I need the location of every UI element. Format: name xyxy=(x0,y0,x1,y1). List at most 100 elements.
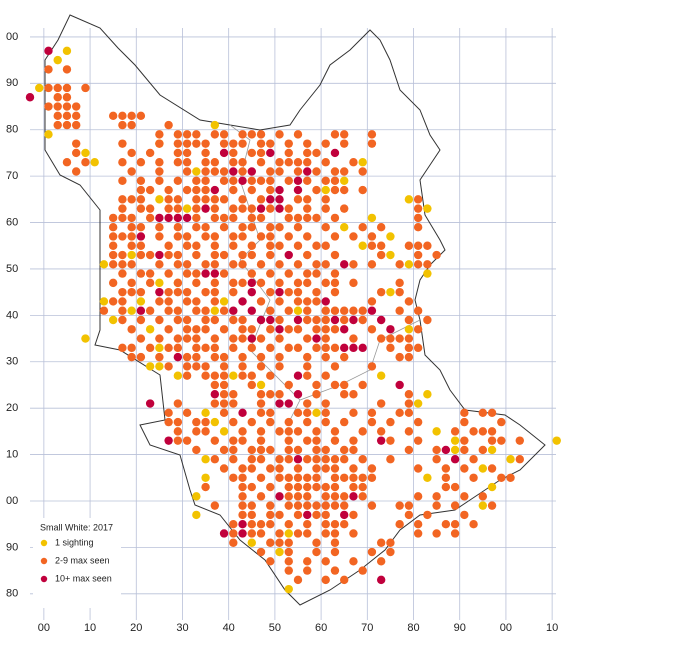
record-dot xyxy=(367,325,377,334)
record-dot xyxy=(312,380,321,390)
record-dot xyxy=(173,352,183,362)
record-dot xyxy=(229,278,238,288)
record-dot xyxy=(247,222,256,232)
x-tick-label: 60 xyxy=(315,622,327,634)
record-dot xyxy=(340,455,349,464)
record-dot xyxy=(173,260,183,269)
record-dot xyxy=(127,232,136,241)
record-dot xyxy=(247,529,256,538)
record-dot xyxy=(321,204,330,213)
record-dot xyxy=(173,158,183,167)
record-dot xyxy=(192,241,201,250)
record-dot xyxy=(284,417,293,427)
record-dot xyxy=(395,306,404,315)
record-dot xyxy=(44,46,53,56)
record-dot xyxy=(238,167,247,176)
record-dot xyxy=(118,306,127,315)
record-dot xyxy=(284,482,293,492)
record-dot xyxy=(164,306,173,315)
record-dot xyxy=(266,195,275,204)
record-dot xyxy=(136,176,146,185)
record-dot xyxy=(303,204,312,213)
record-dot xyxy=(238,408,247,418)
record-dot xyxy=(275,538,284,547)
record-dot xyxy=(238,519,247,529)
record-dot xyxy=(358,306,367,315)
record-dot xyxy=(247,334,256,343)
record-dot xyxy=(201,325,210,334)
record-dot xyxy=(275,464,284,473)
record-dot xyxy=(404,352,414,362)
record-dot xyxy=(229,241,238,250)
record-dot xyxy=(303,399,312,408)
record-dot xyxy=(173,371,183,380)
record-dot xyxy=(136,352,146,362)
record-dot xyxy=(173,278,183,288)
record-dot xyxy=(293,176,303,185)
record-dot xyxy=(247,445,256,455)
record-dot xyxy=(340,260,349,269)
record-dot xyxy=(192,306,201,315)
record-dot xyxy=(238,297,247,306)
record-dot xyxy=(413,343,423,353)
record-dot xyxy=(210,204,220,213)
record-dot xyxy=(330,436,340,445)
record-dot xyxy=(192,492,201,501)
record-dot xyxy=(358,158,367,167)
record-dot xyxy=(238,260,247,269)
record-dot xyxy=(358,315,367,325)
record-dot xyxy=(164,241,173,250)
record-dot xyxy=(321,278,330,288)
record-dot xyxy=(145,278,155,288)
record-dot xyxy=(182,362,192,371)
record-dot xyxy=(367,473,377,482)
record-dot xyxy=(72,148,81,158)
record-dot xyxy=(118,139,127,148)
record-dot xyxy=(349,343,358,353)
record-dot xyxy=(275,130,284,139)
record-dot xyxy=(118,213,127,223)
record-dot xyxy=(219,130,229,139)
record-dot xyxy=(136,315,146,325)
record-dot xyxy=(192,222,201,232)
record-dot xyxy=(376,287,386,297)
record-dot xyxy=(210,241,220,250)
record-dot xyxy=(118,343,127,353)
record-dot xyxy=(62,158,72,167)
record-dot xyxy=(312,473,321,482)
record-dot xyxy=(229,436,238,445)
record-dot xyxy=(303,501,312,510)
record-dot xyxy=(330,464,340,473)
record-dot xyxy=(293,455,303,464)
record-dot xyxy=(164,297,173,306)
record-dot xyxy=(321,417,330,427)
record-dot xyxy=(303,473,312,482)
record-dot xyxy=(321,445,330,455)
record-dot xyxy=(256,380,266,390)
legend-swatch xyxy=(40,557,48,565)
record-dot xyxy=(303,566,312,575)
record-dot xyxy=(413,222,423,232)
record-dot xyxy=(173,417,183,427)
record-dot xyxy=(238,204,247,213)
record-dot xyxy=(266,204,275,213)
record-dot xyxy=(201,343,210,353)
record-dot xyxy=(330,315,340,325)
record-dot xyxy=(127,167,136,176)
record-dot xyxy=(210,250,220,260)
record-dot xyxy=(293,222,303,232)
record-dot xyxy=(192,297,201,306)
record-dot xyxy=(182,204,192,213)
record-dot xyxy=(192,167,201,176)
record-dot xyxy=(210,260,220,269)
record-dot xyxy=(90,158,99,167)
record-dot xyxy=(247,306,256,315)
record-dot xyxy=(192,269,201,278)
record-dot xyxy=(312,297,321,306)
record-dot xyxy=(423,473,432,482)
record-dot xyxy=(266,250,275,260)
record-dot xyxy=(219,306,229,315)
record-dot xyxy=(293,473,303,482)
record-dot xyxy=(256,445,266,455)
record-dot xyxy=(145,185,155,195)
